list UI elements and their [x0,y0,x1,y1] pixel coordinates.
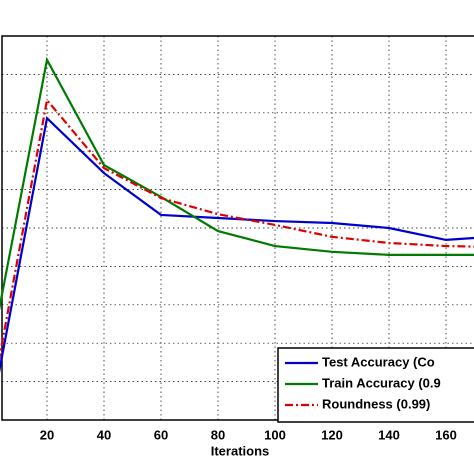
legend-label: Roundness (0.99) [322,396,430,411]
series-line [0,97,474,361]
x-tick-label: 60 [154,427,168,442]
legend-label: Train Accuracy (0.9 [322,375,441,390]
series-line [0,115,474,373]
x-axis-label: Iterations [211,443,270,458]
x-tick-label: 20 [40,427,54,442]
legend-label: Test Accuracy (Co [322,354,435,369]
x-tick-label: 140 [378,427,400,442]
x-tick-label: 80 [211,427,225,442]
x-tick-label: 100 [264,427,286,442]
x-tick-label: 160 [435,427,457,442]
x-tick-label: 120 [321,427,343,442]
series-line [0,56,474,311]
x-tick-label: 40 [97,427,111,442]
